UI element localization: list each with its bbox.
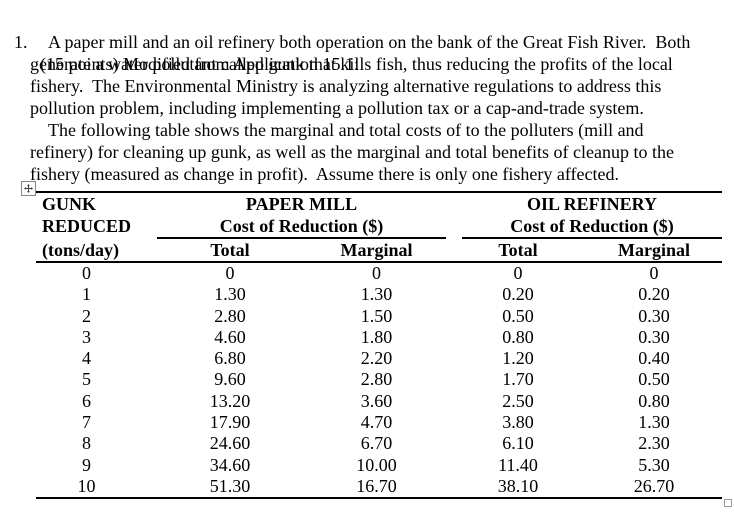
table-cell: 1.30: [360, 284, 393, 305]
table-cell: 6.80: [214, 348, 246, 369]
table-cell: 0.50: [502, 305, 534, 326]
table-cell: 4.70: [360, 412, 393, 433]
table-cell: 7: [82, 412, 91, 433]
table-cell: 2.80: [214, 305, 246, 326]
column1-header-line1: GUNK: [42, 194, 96, 214]
column1-header: GUNK REDUCED: [36, 193, 157, 239]
table-cell: 1.70: [502, 369, 534, 390]
table-cell: 5.30: [638, 454, 670, 475]
table-cell: 0: [82, 263, 91, 283]
table-cell: 0: [372, 263, 381, 283]
table-cell: 10: [77, 475, 96, 496]
table-cell: 16.70: [356, 475, 397, 496]
table-cell: 0.30: [638, 326, 670, 347]
table-resize-handle[interactable]: [724, 499, 732, 507]
table-body: 0 0 0 0 0 1 1.30 1.30 0.20 0.20 2 2.80 1.50 0.50 0.30 3…: [36, 263, 722, 497]
oil-refinery-total-header: Total: [498, 240, 538, 260]
paper-mill-total-header: Total: [210, 240, 250, 260]
paragraph-line: fishery (measured as change in profit). …: [30, 164, 619, 184]
paper-mill-marginal-header: Marginal: [340, 240, 413, 260]
table-cell: 9.60: [214, 369, 246, 390]
move-arrows-icon: [24, 184, 33, 193]
table-cell: 6.10: [502, 433, 534, 454]
table-cell: 9: [82, 454, 91, 475]
table-cell: 4: [82, 348, 91, 369]
table-cell: 2.30: [638, 433, 670, 454]
table-cell: 38.10: [497, 475, 539, 496]
table-cell: 1.80: [360, 326, 393, 347]
table-cell: 8: [82, 433, 91, 454]
oil-refinery-group-header: OIL REFINERY Cost of Reduction ($): [450, 193, 722, 239]
table-cell: 10.00: [356, 454, 397, 475]
table-move-handle[interactable]: [21, 181, 36, 196]
paragraph-line: The following table shows the marginal a…: [48, 120, 644, 140]
table-cell: 51.30: [209, 475, 251, 496]
table-cell: 1.30: [638, 412, 670, 433]
paragraph-line: fishery. The Environmental Ministry is a…: [30, 76, 662, 96]
paper-mill-subtitle: Cost of Reduction ($): [219, 216, 384, 236]
table-cell: 1.50: [360, 305, 393, 326]
table-cell: 0.80: [502, 326, 534, 347]
table-cell: 5: [82, 369, 91, 390]
cost-of-reduction-table: GUNK REDUCED PAPER MILL Cost of Reductio…: [36, 191, 722, 500]
table-cell: 1.30: [214, 284, 246, 305]
table-cell: 2: [82, 305, 91, 326]
table-cell: 4.60: [214, 326, 246, 347]
table-cell: 1: [82, 284, 91, 305]
table-cell: 2.80: [360, 369, 393, 390]
table-cell: 26.70: [633, 475, 675, 496]
table-cell: 0: [649, 263, 659, 283]
list-number: 1.: [14, 32, 28, 52]
table-cell: 0.20: [502, 284, 534, 305]
paper-mill-title: PAPER MILL: [245, 194, 358, 214]
table-cell: 1.20: [502, 348, 534, 369]
column1-header-line2: REDUCED: [42, 216, 132, 236]
table-cell: 17.90: [209, 412, 251, 433]
table-cell: 11.40: [498, 454, 538, 475]
table-cell: 0: [513, 263, 523, 283]
table-cell: 0.20: [638, 284, 670, 305]
table-cell: 0: [225, 263, 235, 283]
table-subheader-row: (tons/day) Total Marginal Total Marginal: [36, 239, 722, 263]
paragraph-line: refinery) for cleaning up gunk, as well …: [30, 142, 674, 162]
table-cell: 13.20: [209, 390, 251, 411]
paragraph-line: generate a water pollutant called gunk t…: [30, 54, 673, 74]
table-cell: 0.50: [638, 369, 670, 390]
paragraph-line: A paper mill and an oil refinery both op…: [48, 32, 691, 52]
paper-mill-group-header: PAPER MILL Cost of Reduction ($): [157, 193, 450, 239]
table-cell: 3.80: [502, 412, 534, 433]
oil-refinery-subtitle: Cost of Reduction ($): [510, 216, 674, 236]
table-cell: 6: [82, 390, 91, 411]
table-cell: 0.80: [638, 390, 670, 411]
table-cell: 3.60: [360, 390, 393, 411]
oil-refinery-title: OIL REFINERY: [527, 194, 657, 214]
table-cell: 6.70: [360, 433, 393, 454]
question-text-block: 1. (15 points) Modified from Application…: [0, 9, 734, 185]
paragraph-line: pollution problem, including implementin…: [30, 98, 644, 118]
column1-header-line3: (tons/day): [42, 240, 120, 260]
question-title-line: 1. (15 points) Modified from Application…: [0, 9, 734, 74]
table-cell: 0.40: [638, 348, 670, 369]
question-heading: (15 points) Modified from Application 15…: [40, 54, 359, 74]
table-cell: 3: [82, 326, 91, 347]
table-cell: 0.30: [638, 305, 670, 326]
table-cell: 24.60: [209, 433, 251, 454]
table-cell: 2.50: [502, 390, 534, 411]
table-cell: 34.60: [209, 454, 251, 475]
table-cell: 2.20: [360, 348, 393, 369]
table-group-header-row: GUNK REDUCED PAPER MILL Cost of Reductio…: [36, 193, 722, 239]
oil-refinery-marginal-header: Marginal: [618, 240, 690, 260]
